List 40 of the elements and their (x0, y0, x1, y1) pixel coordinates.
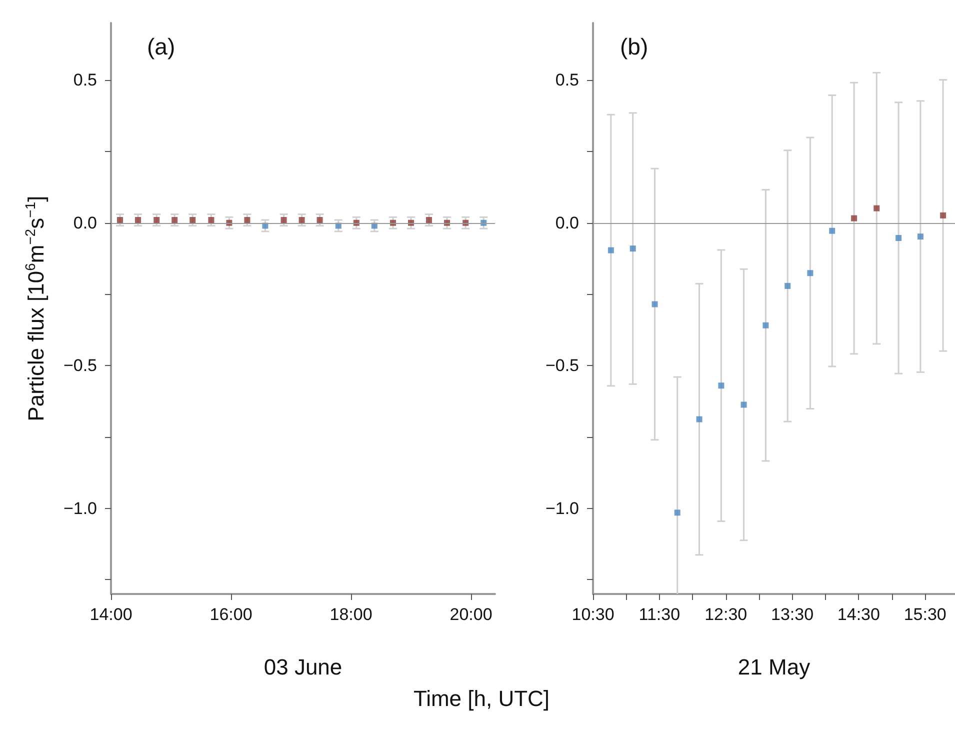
point (674, 510, 680, 516)
text: Time [h, UTC] (412, 686, 551, 712)
x-tick-label: 15:30 (904, 605, 946, 624)
x-axis-title: 03 June (264, 654, 342, 680)
point (807, 270, 814, 276)
y-tick-label: −0.5 (63, 356, 97, 376)
point (874, 205, 880, 212)
point (696, 416, 702, 422)
point (917, 234, 924, 240)
point (652, 301, 658, 308)
x-tick-label: 12:30 (704, 605, 748, 624)
y-tick-label: 0.0 (73, 213, 97, 232)
chart-title: (b) (620, 34, 648, 60)
x-tick-label: 14:30 (837, 605, 880, 624)
x-tick-label: 13:30 (770, 605, 814, 624)
point (630, 246, 636, 252)
point (896, 234, 902, 241)
x-tick-label: 18:00 (330, 605, 372, 624)
y-tick-label: −1.0 (63, 498, 97, 518)
point (608, 247, 614, 254)
y-tick-label: 0.5 (555, 70, 579, 90)
x-tick-label: 10:30 (572, 605, 614, 624)
y-tick-label: 0.5 (73, 70, 97, 90)
point (851, 215, 858, 222)
point (940, 212, 946, 218)
x-tick-label: 11:30 (638, 605, 680, 624)
point (740, 402, 747, 408)
point (829, 228, 836, 234)
point (784, 282, 791, 289)
y-tick-label: 0.0 (555, 213, 579, 232)
y-tick-label: −0.5 (545, 356, 579, 376)
x-tick-label: 14:00 (90, 605, 132, 624)
x-tick-label: 20:00 (450, 605, 492, 624)
x-tick-label: 16:00 (210, 605, 252, 624)
point (718, 382, 724, 389)
chart-title: (a) (147, 34, 176, 60)
point (762, 322, 769, 328)
y-tick-label: −1.0 (545, 498, 579, 518)
y-axis-title: Particle flux [106m−2s−1] (22, 196, 48, 422)
x-axis-title: 21 May (738, 654, 810, 680)
